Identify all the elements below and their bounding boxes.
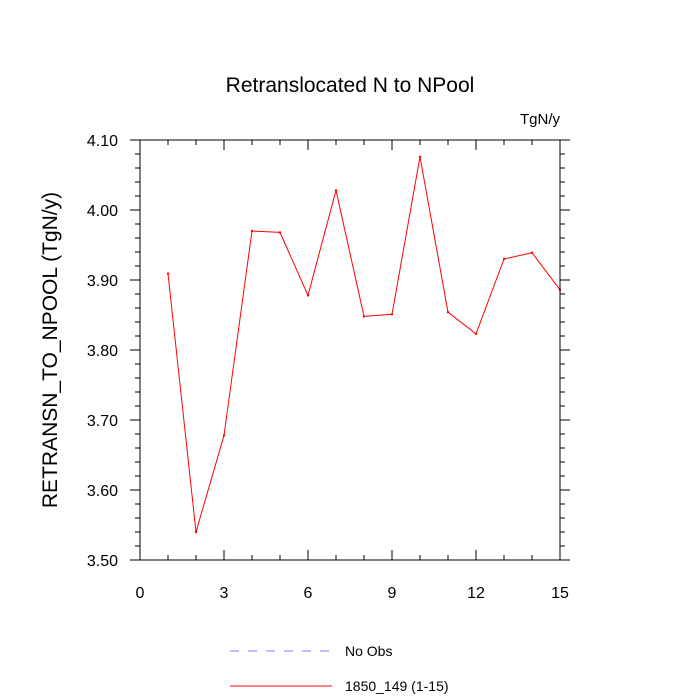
y-tick-label: 3.50 bbox=[87, 553, 118, 570]
x-tick-label: 3 bbox=[220, 585, 229, 602]
axis-tick-labels: 0 3 6 9 12 15 3.50 3.60 3.70 3.80 3.90 4.00 4.10 bbox=[87, 133, 569, 602]
x-tick-label: 0 bbox=[136, 585, 145, 602]
y-tick-label: 4.10 bbox=[87, 133, 118, 150]
x-tick-label: 15 bbox=[551, 585, 569, 602]
data-point bbox=[222, 434, 226, 437]
data-point bbox=[306, 294, 310, 297]
y-tick-label: 3.70 bbox=[87, 413, 118, 430]
data-point bbox=[334, 189, 338, 192]
y-tick-label: 3.80 bbox=[87, 343, 118, 360]
series-layer bbox=[166, 155, 562, 534]
series-line-0 bbox=[167, 156, 561, 533]
data-point bbox=[362, 315, 366, 318]
data-point bbox=[474, 332, 478, 336]
data-point bbox=[250, 229, 254, 233]
data-point bbox=[530, 251, 534, 254]
data-point bbox=[502, 257, 506, 261]
axis-ticks bbox=[130, 139, 570, 561]
data-point bbox=[418, 155, 422, 158]
x-tick-label: 12 bbox=[467, 585, 485, 602]
legend: No Obs 1850_149 (1-15) bbox=[230, 643, 449, 694]
y-tick-label: 3.90 bbox=[87, 273, 118, 290]
y-tick-label: 4.00 bbox=[87, 203, 118, 220]
x-tick-label: 6 bbox=[304, 585, 313, 602]
legend-label-1: 1850_149 (1-15) bbox=[345, 678, 449, 694]
chart-title: Retranslocated N to NPool bbox=[226, 74, 475, 97]
data-point bbox=[446, 311, 450, 314]
units-label: TgN/y bbox=[520, 111, 561, 128]
y-tick-label: 3.60 bbox=[87, 483, 118, 500]
data-point bbox=[194, 530, 198, 534]
plot-frame bbox=[139, 139, 561, 561]
data-point bbox=[390, 313, 394, 316]
y-axis-label: RETRANSN_TO_NPOOL (TgN/y) bbox=[39, 192, 62, 508]
legend-label-0: No Obs bbox=[345, 643, 392, 659]
x-tick-label: 9 bbox=[388, 585, 397, 602]
data-point bbox=[166, 272, 170, 275]
data-point bbox=[278, 231, 282, 234]
